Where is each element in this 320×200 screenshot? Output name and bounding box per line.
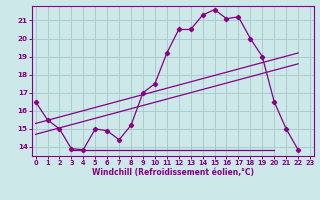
X-axis label: Windchill (Refroidissement éolien,°C): Windchill (Refroidissement éolien,°C) — [92, 168, 254, 177]
